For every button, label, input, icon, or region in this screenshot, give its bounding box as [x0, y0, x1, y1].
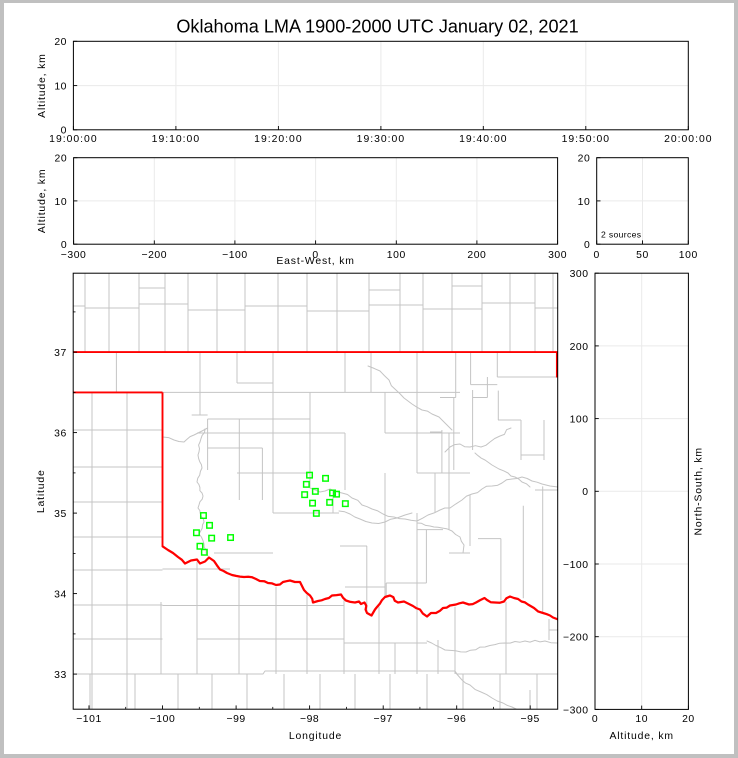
svg-text:−100: −100	[150, 714, 176, 725]
svg-text:100: 100	[570, 415, 589, 426]
svg-text:−300: −300	[563, 705, 589, 716]
svg-text:10: 10	[54, 82, 67, 93]
svg-text:36: 36	[54, 429, 67, 440]
svg-text:20:00:00: 20:00:00	[664, 134, 712, 145]
svg-text:300: 300	[570, 269, 589, 280]
svg-text:19:30:00: 19:30:00	[357, 134, 405, 145]
svg-text:0: 0	[61, 240, 67, 251]
svg-text:20: 20	[578, 154, 591, 165]
svg-text:35: 35	[54, 509, 67, 520]
svg-text:100: 100	[679, 250, 698, 261]
svg-text:−200: −200	[563, 633, 589, 644]
svg-text:200: 200	[467, 250, 486, 261]
svg-text:−95: −95	[521, 714, 540, 725]
svg-text:2 sources: 2 sources	[601, 230, 641, 240]
svg-text:0: 0	[584, 240, 590, 251]
svg-text:19:50:00: 19:50:00	[562, 134, 610, 145]
svg-text:37: 37	[54, 348, 67, 359]
svg-text:19:00:00: 19:00:00	[49, 134, 97, 145]
svg-text:0: 0	[582, 487, 588, 498]
svg-text:0: 0	[61, 126, 67, 137]
svg-text:−100: −100	[222, 250, 248, 261]
svg-text:19:10:00: 19:10:00	[152, 134, 200, 145]
svg-text:Longitude: Longitude	[289, 731, 342, 742]
svg-text:Oklahoma LMA 1900-2000 UTC Jan: Oklahoma LMA 1900-2000 UTC January 02, 2…	[176, 17, 578, 37]
svg-text:200: 200	[570, 342, 589, 353]
svg-text:Latitude: Latitude	[36, 469, 47, 513]
svg-text:Altitude, km: Altitude, km	[37, 169, 48, 233]
svg-text:0: 0	[312, 250, 318, 261]
svg-text:10: 10	[55, 197, 68, 208]
svg-text:100: 100	[387, 250, 406, 261]
svg-text:19:40:00: 19:40:00	[459, 134, 507, 145]
svg-text:North-South, km: North-South, km	[694, 447, 705, 535]
svg-text:−300: −300	[61, 250, 87, 261]
svg-text:50: 50	[636, 250, 649, 261]
svg-text:0: 0	[594, 250, 600, 261]
svg-text:34: 34	[54, 590, 67, 601]
svg-text:−96: −96	[447, 714, 466, 725]
svg-text:Altitude, km: Altitude, km	[609, 731, 673, 742]
svg-text:−98: −98	[300, 714, 319, 725]
svg-text:19:20:00: 19:20:00	[254, 134, 302, 145]
svg-text:−200: −200	[141, 250, 167, 261]
svg-text:−101: −101	[76, 714, 102, 725]
svg-text:Altitude, km: Altitude, km	[37, 53, 48, 117]
svg-text:20: 20	[682, 714, 695, 725]
svg-text:−97: −97	[374, 714, 393, 725]
svg-text:20: 20	[55, 154, 68, 165]
svg-text:−99: −99	[226, 714, 245, 725]
svg-text:East-West, km: East-West, km	[276, 256, 354, 267]
svg-text:10: 10	[635, 714, 648, 725]
svg-text:−100: −100	[563, 560, 589, 571]
svg-text:0: 0	[592, 714, 598, 725]
svg-text:20: 20	[54, 37, 67, 48]
svg-text:10: 10	[578, 197, 591, 208]
svg-text:33: 33	[54, 670, 67, 681]
svg-text:300: 300	[548, 250, 567, 261]
